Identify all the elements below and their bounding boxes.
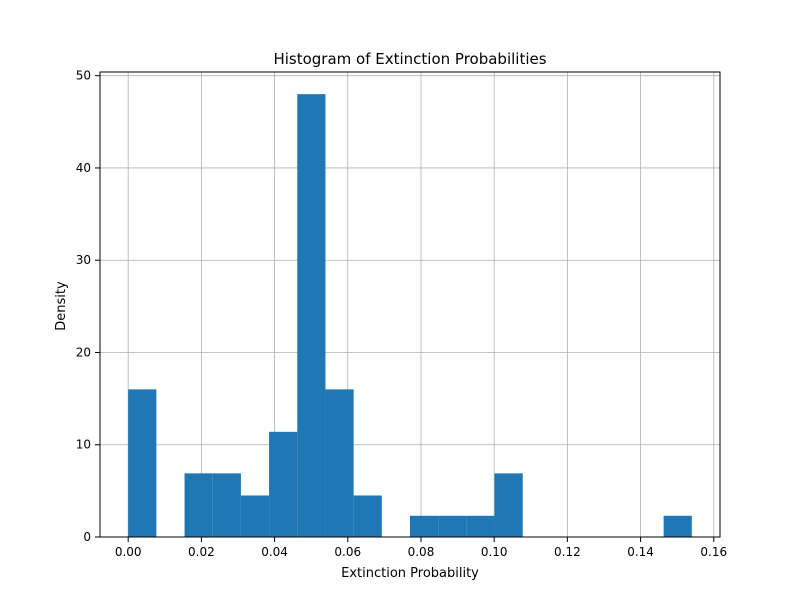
histogram-bar: [297, 94, 326, 538]
axes-frame: [99, 71, 721, 538]
histogram-bar: [663, 515, 692, 537]
chart-title: Histogram of Extinction Probabilities: [273, 50, 546, 68]
histogram-bar: [410, 515, 439, 537]
x-tick-label: 0.16: [700, 545, 727, 559]
x-tick-label: 0.12: [554, 545, 581, 559]
histogram-bar: [466, 515, 495, 537]
y-tick-label: 10: [76, 438, 91, 452]
x-tick-label: 0.08: [408, 545, 435, 559]
x-tick-label: 0.14: [627, 545, 654, 559]
x-tick-label: 0.04: [261, 545, 288, 559]
axis-ticks: 0.00 0.02 0.04 0.06 0.08 0.10 0.12 0.14 0.16 0 10 2…: [76, 69, 727, 559]
histogram-bar: [494, 473, 523, 537]
x-tick-label: 0.02: [188, 545, 215, 559]
y-axis-label: Density: [54, 281, 69, 331]
grid-lines: [100, 72, 720, 538]
y-tick-label: 20: [76, 345, 91, 359]
histogram-bar: [269, 431, 298, 537]
y-tick-label: 30: [76, 253, 91, 267]
x-axis-label: Extinction Probability: [341, 566, 479, 581]
histogram-bars: [128, 94, 692, 538]
histogram-bar: [438, 515, 467, 537]
histogram-bar: [212, 473, 241, 537]
plot-frame: [99, 71, 721, 538]
y-tick-label: 0: [83, 530, 91, 544]
x-tick-label: 0.06: [334, 545, 361, 559]
x-tick-label: 0.10: [481, 545, 508, 559]
histogram-bar: [240, 495, 270, 537]
x-tick-label: 0.00: [115, 545, 142, 559]
histogram-bar: [128, 389, 157, 537]
histogram-bar: [353, 495, 382, 537]
histogram-bar: [184, 473, 213, 537]
y-tick-label: 40: [76, 161, 91, 175]
histogram-bar: [325, 389, 354, 537]
y-tick-label: 50: [76, 69, 91, 83]
